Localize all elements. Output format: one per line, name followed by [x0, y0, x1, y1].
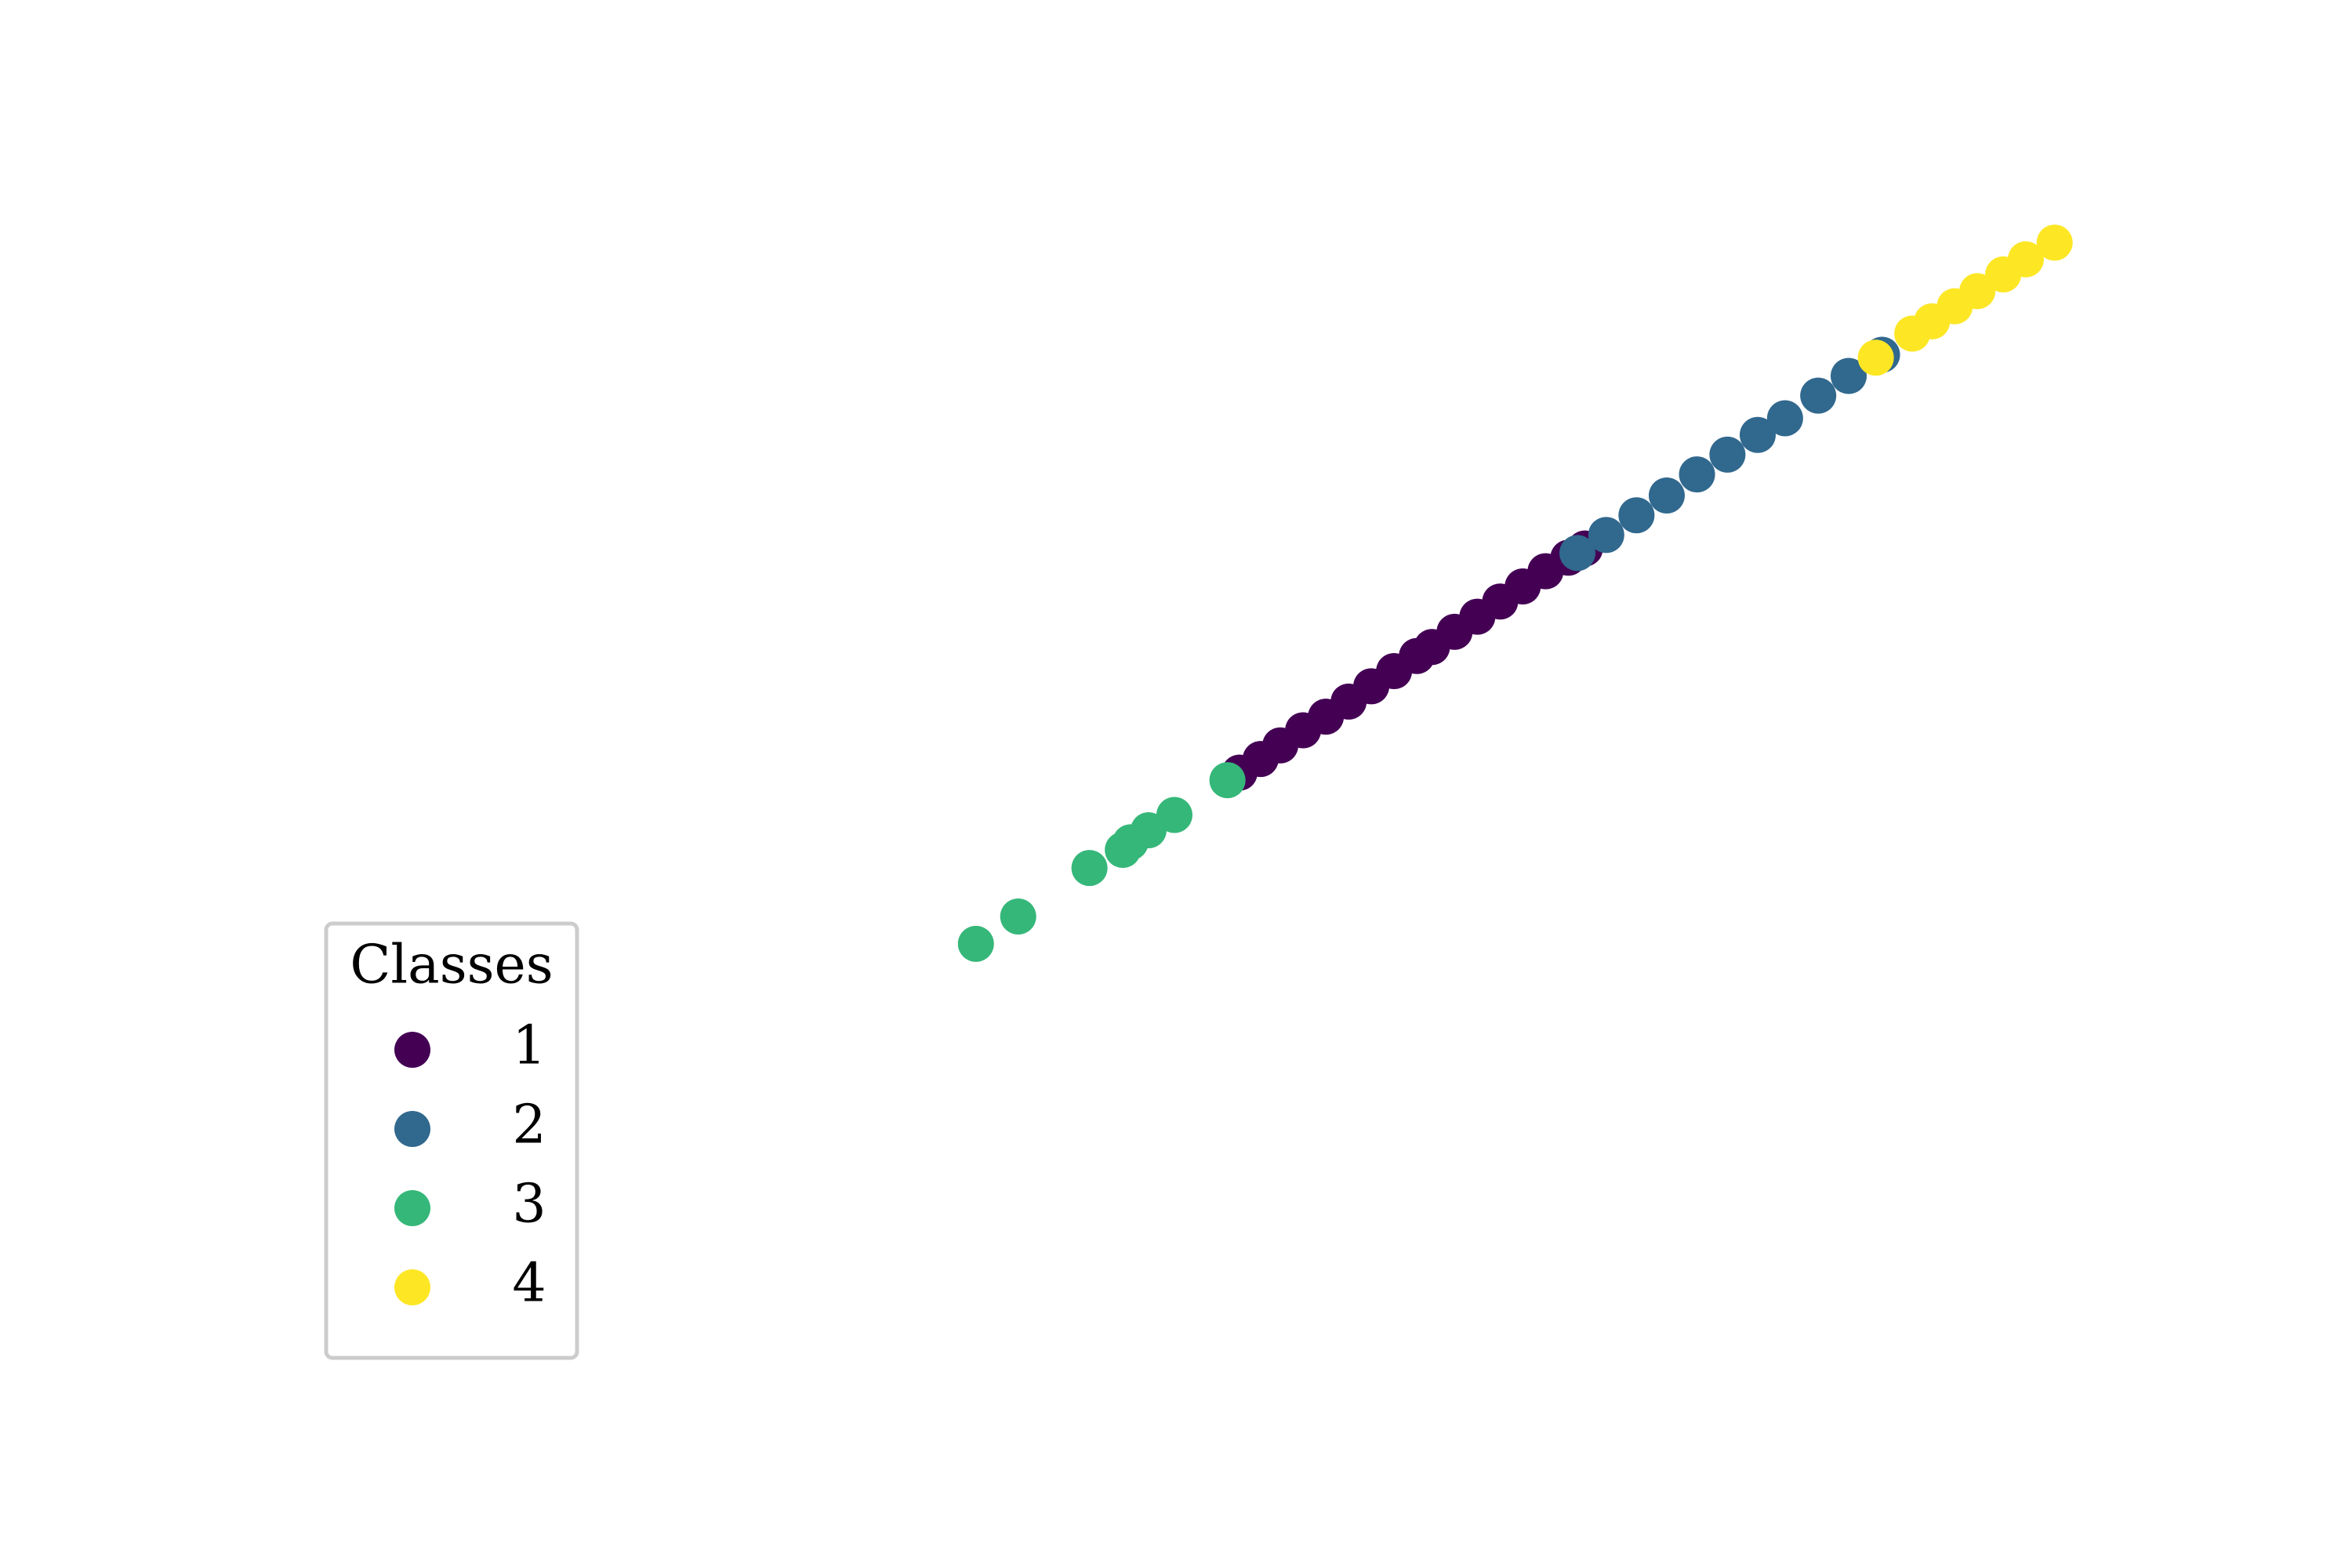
legend-marker: [394, 1269, 430, 1305]
point: [1959, 273, 1996, 310]
legend-label: 3: [512, 1174, 546, 1236]
legend-label: 2: [512, 1094, 546, 1156]
legend-title: Classes: [350, 935, 553, 996]
point: [1209, 762, 1246, 799]
legend-label: 4: [512, 1253, 546, 1315]
point: [1000, 898, 1036, 935]
point: [1857, 339, 1894, 376]
point: [1800, 377, 1837, 414]
point: [1679, 456, 1715, 493]
point: [1648, 477, 1685, 514]
point: [957, 925, 994, 962]
point: [1766, 400, 1803, 437]
legend: Classes 1 2 3 4: [324, 921, 579, 1360]
point: [2036, 224, 2073, 261]
point: [1156, 797, 1192, 833]
legend-box: [324, 921, 579, 1360]
point: [1071, 850, 1108, 887]
legend-marker: [394, 1032, 430, 1068]
legend-marker: [394, 1111, 430, 1147]
point: [1588, 517, 1624, 554]
point: [1559, 535, 1596, 572]
point: [1830, 358, 1867, 394]
legend-label: 1: [512, 1015, 546, 1077]
point: [2007, 241, 2044, 278]
point: [1739, 416, 1776, 453]
point: [1618, 497, 1655, 534]
point: [1709, 436, 1746, 473]
legend-marker: [394, 1190, 430, 1226]
